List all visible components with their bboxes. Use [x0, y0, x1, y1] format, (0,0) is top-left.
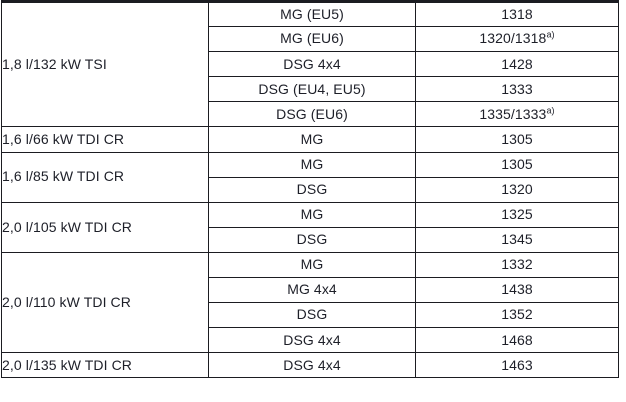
weight-value: 1345: [501, 231, 533, 248]
footnote-marker: a): [546, 29, 555, 40]
engine-weight-table-body: 1,8 l/132 kW TSI MG (EU5) 1318 MG (EU6) 1320…: [1, 0, 619, 379]
weight-cell: 1320/1318a): [415, 26, 619, 53]
engine-weight-table: 1,8 l/132 kW TSI MG (EU5) 1318 MG (EU6) 1320…: [1, 0, 619, 379]
transmission-cell: DSG 4x4: [208, 51, 416, 78]
transmission-cell: MG 4x4: [208, 277, 416, 304]
transmission-cell: DSG (EU6): [208, 101, 416, 128]
table-row: 2,0 l/105 kW TDI CR MG 1325: [1, 201, 619, 253]
transmission-cell: DSG 4x4: [208, 352, 416, 379]
footnote-marker: a): [546, 105, 555, 116]
weight-cell: 1333: [415, 76, 619, 103]
weight-cell: 1352: [415, 302, 619, 329]
engine-cell: 2,0 l/110 kW TDI CR: [1, 251, 209, 354]
table-row: DSG (EU6) 1335/1333a): [2, 101, 619, 128]
weight-value: 1468: [501, 331, 533, 348]
transmission-cell: DSG: [208, 302, 416, 329]
weight-value: 1332: [501, 256, 533, 273]
engine-cell: 2,0 l/135 kW TDI CR: [1, 352, 209, 379]
table-row: DSG 1345: [2, 226, 619, 253]
table-row: 2,0 l/135 kW TDI CR DSG 4x4 1463: [1, 352, 619, 379]
weight-value: 1325: [501, 206, 533, 223]
transmission-cell: DSG: [208, 226, 416, 253]
engine-cell: 1,6 l/85 kW TDI CR: [1, 151, 209, 203]
table-row: 1,6 l/66 kW TDI CR MG 1305: [1, 126, 619, 153]
transmission-cell: MG: [208, 151, 416, 178]
transmission-cell: DSG: [208, 176, 416, 203]
weight-value: 1318: [501, 5, 533, 22]
transmission-cell: DSG (EU4, EU5): [208, 76, 416, 103]
weight-value: 1305: [501, 130, 533, 147]
table-row: 2,0 l/110 kW TDI CR MG 1332: [1, 251, 619, 354]
weight-cell: 1305: [415, 126, 619, 153]
weight-cell: 1428: [415, 51, 619, 78]
weight-cell: 1438: [415, 277, 619, 304]
weight-value: 1438: [501, 281, 533, 298]
table-row: DSG (EU4, EU5) 1333: [2, 76, 619, 103]
weight-cell: 1468: [415, 327, 619, 354]
weight-value: 1333: [501, 80, 533, 97]
weight-value: 1320/1318: [479, 30, 547, 47]
table-row: 1,6 l/85 kW TDI CR MG 1305: [1, 151, 619, 203]
weight-value: 1305: [501, 155, 533, 172]
transmission-cell: MG: [208, 251, 416, 279]
weight-value: 1335/1333: [479, 105, 547, 122]
weight-cell: 1332: [415, 251, 619, 279]
transmission-cell: DSG 4x4: [208, 327, 416, 354]
weight-cell: 1320: [415, 176, 619, 203]
table-row: MG (EU6) 1320/1318a): [2, 26, 619, 53]
transmission-cell: MG: [208, 126, 416, 153]
table-row: MG 4x4 1438: [2, 277, 619, 304]
table-row: DSG 4x4 1428: [2, 51, 619, 78]
weight-value: 1320: [501, 181, 533, 197]
weight-value: 1463: [501, 356, 533, 373]
weight-value: 1352: [501, 306, 533, 323]
weight-cell: 1305: [415, 151, 619, 178]
table-row: 1,8 l/132 kW TSI MG (EU5) 1318: [1, 0, 619, 128]
weight-cell: 1345: [415, 226, 619, 253]
transmission-cell: MG (EU6): [208, 26, 416, 53]
engine-cell: 2,0 l/105 kW TDI CR: [1, 201, 209, 253]
weight-cell: 1325: [415, 201, 619, 228]
table-row: DSG 1352: [2, 302, 619, 329]
transmission-cell: MG (EU5): [208, 0, 416, 28]
weight-cell: 1463: [415, 352, 619, 379]
engine-cell: 1,8 l/132 kW TSI: [1, 0, 209, 128]
table-row: DSG 4x4 1468: [2, 327, 619, 354]
transmission-cell: MG: [208, 201, 416, 228]
weight-cell: 1318: [415, 0, 619, 28]
weight-value: 1428: [501, 55, 533, 72]
weight-cell: 1335/1333a): [415, 101, 619, 128]
engine-cell: 1,6 l/66 kW TDI CR: [1, 126, 209, 153]
